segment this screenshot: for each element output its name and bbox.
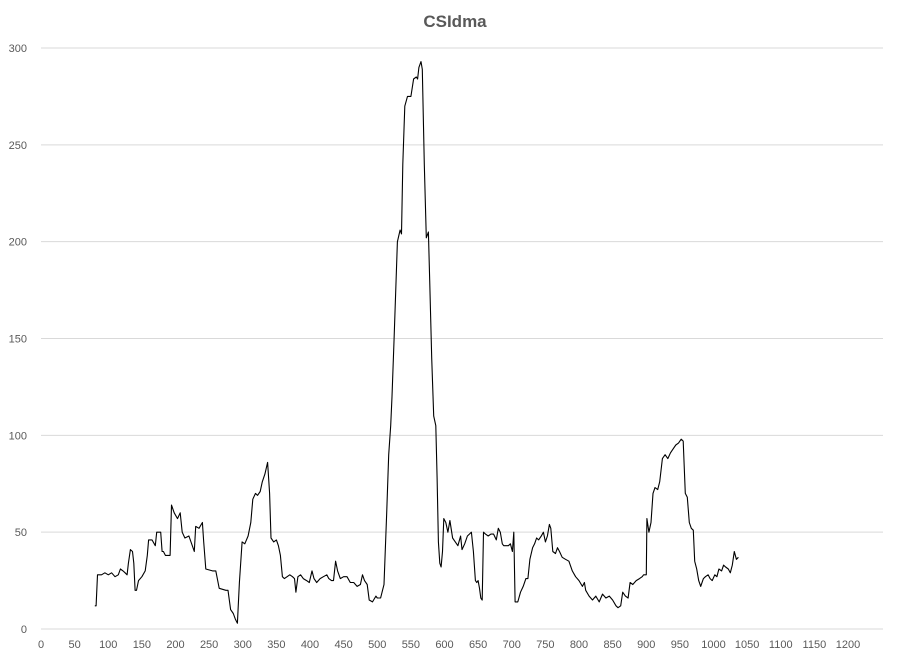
x-tick-label: 550 <box>402 639 420 651</box>
x-tick-label: 450 <box>334 639 352 651</box>
x-tick-label: 350 <box>267 639 285 651</box>
y-tick-label: 100 <box>9 430 27 442</box>
x-tick-label: 50 <box>69 639 81 651</box>
y-axis-ticks: 0 50 100 150 200 250 300 <box>9 43 27 636</box>
x-tick-label: 800 <box>570 639 588 651</box>
x-tick-label: 1150 <box>803 639 827 651</box>
x-tick-label: 500 <box>368 639 386 651</box>
x-tick-label: 700 <box>503 639 521 651</box>
x-tick-label: 100 <box>99 639 117 651</box>
chart-title: CSIdma <box>423 12 487 31</box>
x-tick-label: 750 <box>536 639 554 651</box>
y-tick-label: 300 <box>9 43 27 55</box>
x-tick-label: 200 <box>166 639 184 651</box>
y-tick-label: 0 <box>21 624 27 636</box>
x-tick-label: 1050 <box>735 639 759 651</box>
x-tick-label: 850 <box>603 639 621 651</box>
y-tick-label: 250 <box>9 140 27 152</box>
x-tick-label: 1200 <box>836 639 860 651</box>
gridlines <box>41 47 883 630</box>
x-axis-ticks: 0 50 100 150 200 250 300 350 400 450 500 550 600 650 7… <box>38 639 860 651</box>
y-tick-label: 200 <box>9 237 27 249</box>
x-tick-label: 1000 <box>701 639 725 651</box>
x-tick-label: 0 <box>38 639 44 651</box>
x-tick-label: 250 <box>200 639 218 651</box>
x-tick-label: 900 <box>637 639 655 651</box>
x-tick-label: 300 <box>234 639 252 651</box>
series-line-0 <box>94 61 739 624</box>
y-tick-label: 50 <box>15 527 27 539</box>
y-tick-label: 150 <box>9 334 27 346</box>
series-group <box>94 61 739 624</box>
x-tick-label: 950 <box>671 639 689 651</box>
x-tick-label: 650 <box>469 639 487 651</box>
x-tick-label: 400 <box>301 639 319 651</box>
x-tick-label: 600 <box>435 639 453 651</box>
x-tick-label: 1100 <box>769 639 793 651</box>
x-tick-label: 150 <box>133 639 151 651</box>
